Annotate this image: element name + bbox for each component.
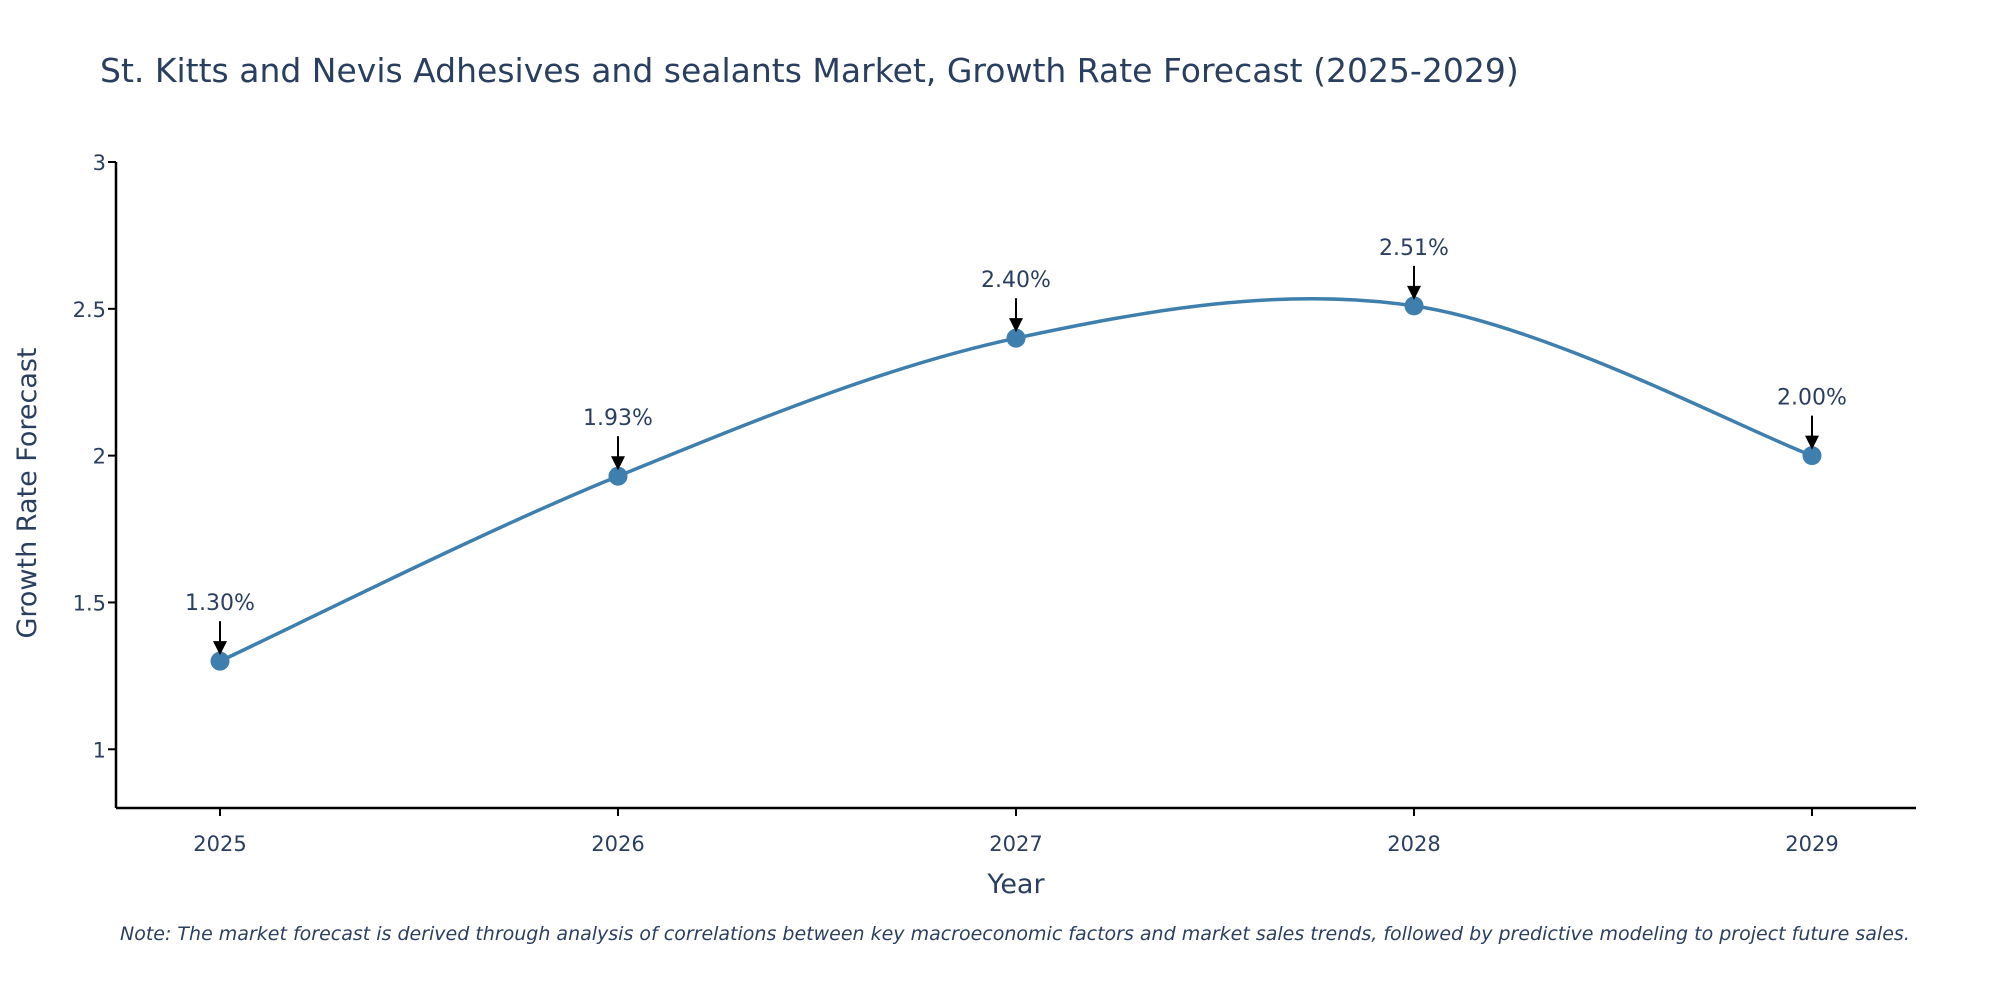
x-tick-label: 2025 bbox=[193, 832, 246, 856]
annotation-arrow-head bbox=[611, 456, 625, 471]
data-label: 2.51% bbox=[1379, 236, 1449, 261]
annotation-arrow-head bbox=[1407, 285, 1421, 300]
y-tick-label: 3 bbox=[93, 151, 106, 175]
footnote: Note: The market forecast is derived thr… bbox=[120, 923, 1910, 945]
data-label: 2.40% bbox=[981, 268, 1051, 293]
data-label: 2.00% bbox=[1777, 386, 1847, 411]
data-label: 1.93% bbox=[583, 406, 653, 431]
x-axis-ticks: 2025 2026 2027 2028 2029 bbox=[193, 808, 1839, 856]
x-tick-label: 2027 bbox=[989, 832, 1042, 856]
data-point-marker bbox=[210, 651, 230, 671]
data-annotations: 1.30% 1.93% 2.40% 2.51% 2.00% bbox=[185, 236, 1847, 656]
x-tick-label: 2029 bbox=[1785, 832, 1838, 856]
data-point-marker bbox=[1006, 328, 1026, 348]
data-point-marker bbox=[1404, 296, 1424, 316]
y-tick-label: 2 bbox=[93, 445, 106, 469]
series-markers bbox=[210, 296, 1822, 671]
series-line bbox=[219, 296, 1813, 663]
data-point-marker bbox=[1802, 446, 1822, 466]
annotation-arrow-head bbox=[1805, 435, 1819, 450]
data-label: 1.30% bbox=[185, 591, 255, 616]
chart-title: St. Kitts and Nevis Adhesives and sealan… bbox=[100, 51, 1519, 90]
data-point-marker bbox=[608, 466, 628, 486]
y-tick-label: 1.5 bbox=[73, 591, 106, 615]
annotation-arrow-head bbox=[213, 641, 227, 656]
x-tick-label: 2026 bbox=[591, 832, 644, 856]
x-axis-title: Year bbox=[986, 869, 1045, 900]
y-axis-title: Growth Rate Forecast bbox=[12, 347, 43, 638]
y-tick-label: 1 bbox=[93, 738, 106, 762]
x-tick-label: 2028 bbox=[1387, 832, 1440, 856]
annotation-arrow-head bbox=[1009, 318, 1023, 333]
y-tick-label: 2.5 bbox=[73, 298, 106, 322]
y-axis-ticks: 1 1.5 2 2.5 3 bbox=[73, 151, 116, 762]
